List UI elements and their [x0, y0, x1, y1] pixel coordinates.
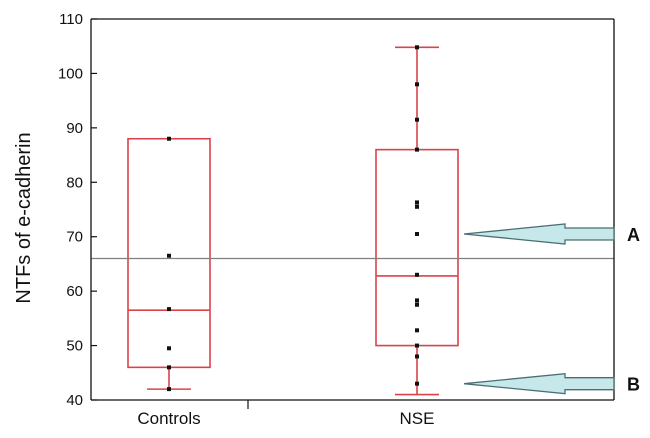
arrow-label-a: A [627, 225, 640, 245]
data-point [415, 328, 419, 333]
x-category-label: NSE [400, 409, 435, 428]
data-point [415, 302, 419, 307]
arrow-label-b: B [627, 375, 640, 395]
y-tick-label: 40 [66, 392, 83, 409]
data-point [415, 381, 419, 386]
y-tick-label: 80 [66, 174, 83, 191]
data-point [415, 231, 419, 236]
y-tick-label: 100 [58, 65, 83, 82]
arrow-b [463, 372, 615, 395]
y-tick-label: 60 [66, 283, 83, 300]
y-tick-label: 90 [66, 120, 83, 137]
box-iqr [375, 148, 459, 347]
data-point [167, 307, 171, 312]
data-point [167, 346, 171, 351]
box-iqr [127, 137, 211, 369]
box-controls [127, 136, 211, 392]
y-tick-label: 70 [66, 229, 83, 246]
data-point [415, 82, 419, 87]
data-point [167, 253, 171, 258]
x-category-label: Controls [137, 409, 200, 428]
arrow-a [463, 223, 615, 245]
y-axis-title: NTFs of e-cadherin [13, 132, 35, 303]
data-point [415, 272, 419, 277]
data-point [415, 45, 419, 50]
box-nse [375, 45, 459, 396]
y-tick-label: 50 [66, 338, 83, 355]
data-point [167, 136, 171, 141]
data-point [167, 387, 171, 392]
data-point [415, 147, 419, 152]
data-point [415, 204, 419, 209]
data-point [415, 354, 419, 359]
data-point [167, 365, 171, 370]
data-point [415, 343, 419, 348]
y-tick-label: 110 [59, 11, 83, 28]
data-point [415, 117, 419, 122]
data-point [415, 200, 419, 205]
data-point [415, 298, 419, 303]
